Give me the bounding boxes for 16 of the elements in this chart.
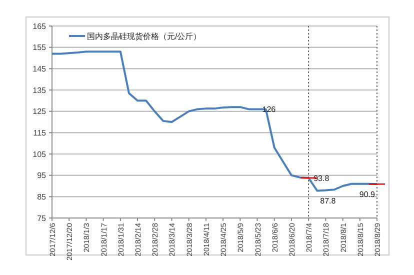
line-series xyxy=(51,50,378,192)
annotation: 87.8 xyxy=(320,196,336,206)
y-tick-label: 125 xyxy=(32,107,47,116)
legend-label: 国内多晶硅现货价格（元/公斤） xyxy=(87,32,202,41)
y-tick-label: 95 xyxy=(37,171,47,180)
annotation: 126 xyxy=(262,105,276,114)
y-tick-label: 145 xyxy=(32,64,47,74)
annotation: 90.9 xyxy=(359,190,376,200)
y-tick-label: 85 xyxy=(37,192,47,202)
y-tick-label: 165 xyxy=(32,22,47,31)
y-tick-label: 75 xyxy=(37,214,47,223)
y-tick-label: 115 xyxy=(33,128,47,138)
y-tick-label: 105 xyxy=(32,150,47,159)
y-tick-label: 155 xyxy=(32,43,47,52)
y-tick-label: 135 xyxy=(32,86,47,95)
annotation: 93.8 xyxy=(314,174,330,183)
